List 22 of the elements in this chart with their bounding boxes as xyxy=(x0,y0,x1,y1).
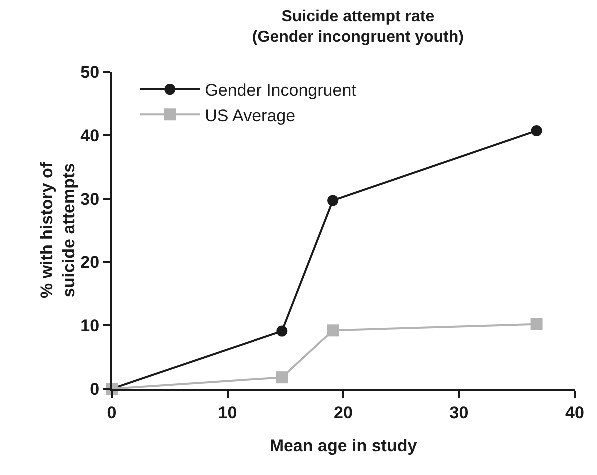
x-tick-label: 10 xyxy=(218,403,238,422)
y-tick-label: 0 xyxy=(90,380,100,399)
chart-title: Suicide attempt rate (Gender incongruent youth) xyxy=(252,8,464,46)
legend-label: Gender Incongruent xyxy=(205,81,357,100)
y-tick-label: 40 xyxy=(80,126,100,146)
point xyxy=(328,195,339,206)
y-tick-label: 10 xyxy=(80,316,100,336)
x-tick-label: 0 xyxy=(107,403,117,422)
x-tick-label: 20 xyxy=(334,403,353,422)
legend-label: US Average xyxy=(205,106,296,126)
x-axis-title: Mean age in study xyxy=(270,436,418,456)
y-tick-label: 50 xyxy=(80,62,100,82)
point xyxy=(276,326,288,337)
x-tick-label: 40 xyxy=(566,403,584,422)
x-tick-label: 30 xyxy=(450,403,469,422)
point xyxy=(327,324,340,337)
y-axis-title: % with history of suicide attempts xyxy=(38,162,79,298)
y-tick-label: 20 xyxy=(80,253,100,272)
point xyxy=(531,125,542,136)
point xyxy=(276,372,288,384)
y-tick-label: 30 xyxy=(80,190,100,209)
point xyxy=(530,318,543,330)
